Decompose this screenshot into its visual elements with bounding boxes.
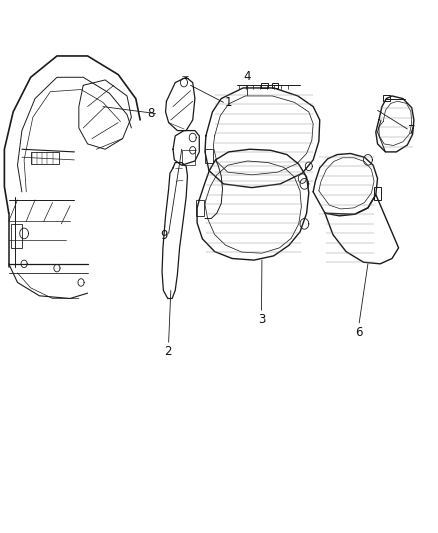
- Bar: [205, 149, 213, 163]
- Bar: [182, 150, 195, 165]
- Bar: [272, 83, 278, 88]
- Bar: [31, 152, 59, 164]
- Text: 8: 8: [147, 107, 154, 120]
- Bar: [11, 224, 22, 248]
- Text: 4: 4: [244, 70, 251, 83]
- Bar: [374, 187, 381, 200]
- Text: 2: 2: [164, 345, 172, 358]
- Bar: [383, 95, 390, 101]
- Bar: [196, 200, 204, 216]
- Text: 9: 9: [160, 229, 167, 242]
- Text: 7: 7: [408, 124, 416, 136]
- Bar: [261, 83, 268, 88]
- Text: 6: 6: [355, 326, 363, 339]
- Text: 3: 3: [258, 313, 265, 326]
- Text: 1: 1: [224, 96, 232, 109]
